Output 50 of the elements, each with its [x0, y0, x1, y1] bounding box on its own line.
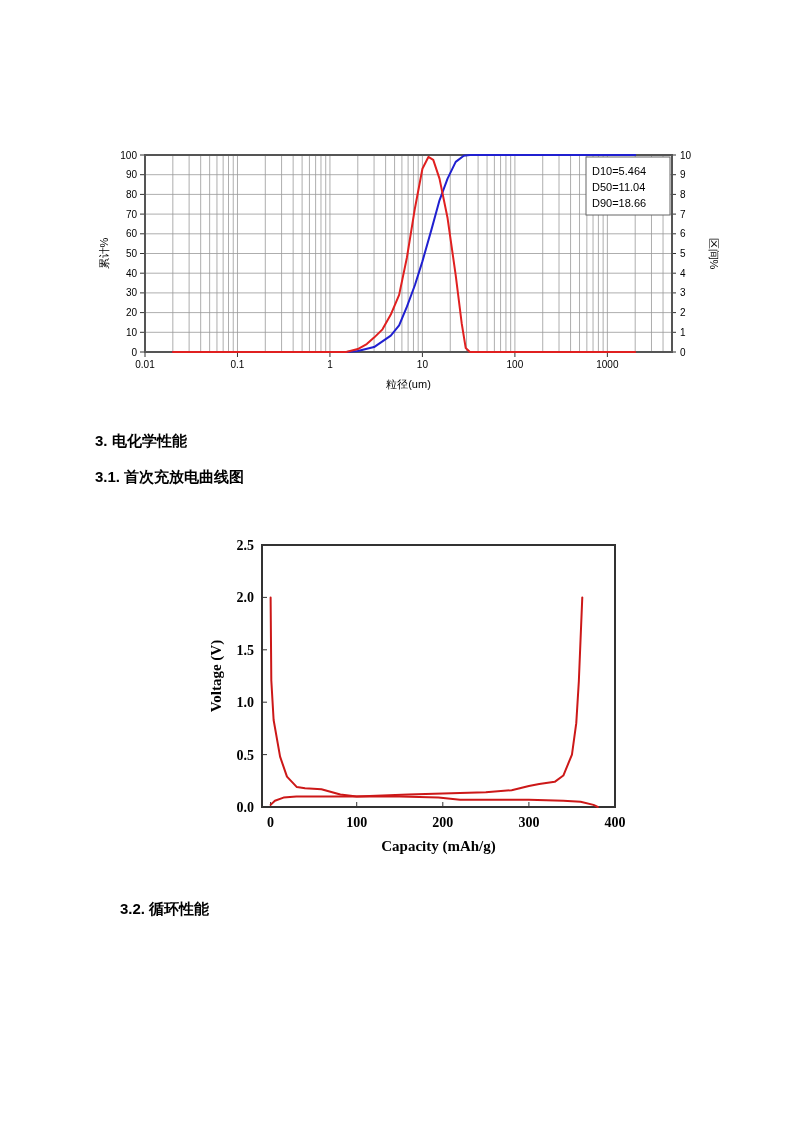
text: 3. 电化学性能 [95, 432, 188, 449]
y-tick-label: 0 [131, 346, 138, 358]
y-tick-label: 90 [125, 169, 138, 181]
y-tick-label: 70 [125, 208, 138, 220]
y2-tick-label: 8 [680, 188, 686, 200]
y2-tick-label: 7 [680, 208, 686, 220]
y2-tick-label: 3 [680, 287, 686, 299]
y-tick-label: 30 [125, 287, 138, 299]
y-tick-label: 40 [125, 267, 138, 279]
x-tick-label: 0.1 [230, 359, 245, 370]
x-tick-label: 10 [416, 359, 429, 370]
y2-tick-label: 9 [680, 169, 686, 181]
x-tick-label: 400 [604, 815, 626, 830]
x-tick-label: 1000 [596, 359, 619, 370]
y2-tick-label: 10 [680, 149, 692, 161]
annotation: D90=18.66 [592, 197, 647, 209]
y2-tick-label: 5 [680, 248, 686, 259]
x-tick-label: 1 [327, 359, 334, 370]
y-tick-label: 0.0 [236, 799, 254, 815]
annotation: D10=5.464 [592, 165, 647, 177]
x-axis-title: 粒径(um) [386, 378, 431, 390]
y-tick-label: 0.5 [236, 747, 254, 763]
x-tick-label: 0.01 [135, 359, 156, 370]
x-tick-label: 100 [346, 815, 368, 830]
y-tick-label: 1.5 [236, 642, 254, 658]
y-tick-label: 1.0 [236, 695, 254, 711]
y-tick-label: 50 [125, 248, 138, 259]
x-tick-label: 300 [518, 815, 540, 830]
y2-axis-title: 区间% [708, 237, 720, 270]
y2-tick-label: 1 [680, 326, 686, 338]
chart-title: 3.1. 首次充放电曲线图 [95, 468, 245, 485]
x-tick-label: 100 [506, 359, 524, 370]
y2-tick-label: 2 [680, 307, 686, 319]
y-tick-label: 100 [120, 149, 138, 161]
y-axis-title: Voltage (V) [208, 639, 225, 713]
text: 3.2. 循环性能 [120, 900, 211, 917]
y2-tick-label: 6 [680, 228, 686, 240]
x-tick-label: 0 [267, 815, 275, 830]
x-axis-title: Capacity (mAh/g) [381, 838, 496, 855]
y-tick-label: 80 [125, 188, 138, 200]
annotation: D50=11.04 [592, 181, 646, 193]
y-axis-title: 累计% [98, 237, 110, 270]
y-tick-label: 2.5 [236, 537, 254, 553]
y2-tick-label: 0 [680, 346, 686, 358]
y-tick-label: 2.0 [236, 590, 254, 606]
y-tick-label: 60 [125, 228, 138, 240]
y-tick-label: 10 [125, 326, 138, 338]
x-tick-label: 200 [432, 815, 454, 830]
y-tick-label: 20 [125, 307, 138, 319]
y2-tick-label: 4 [680, 267, 686, 279]
